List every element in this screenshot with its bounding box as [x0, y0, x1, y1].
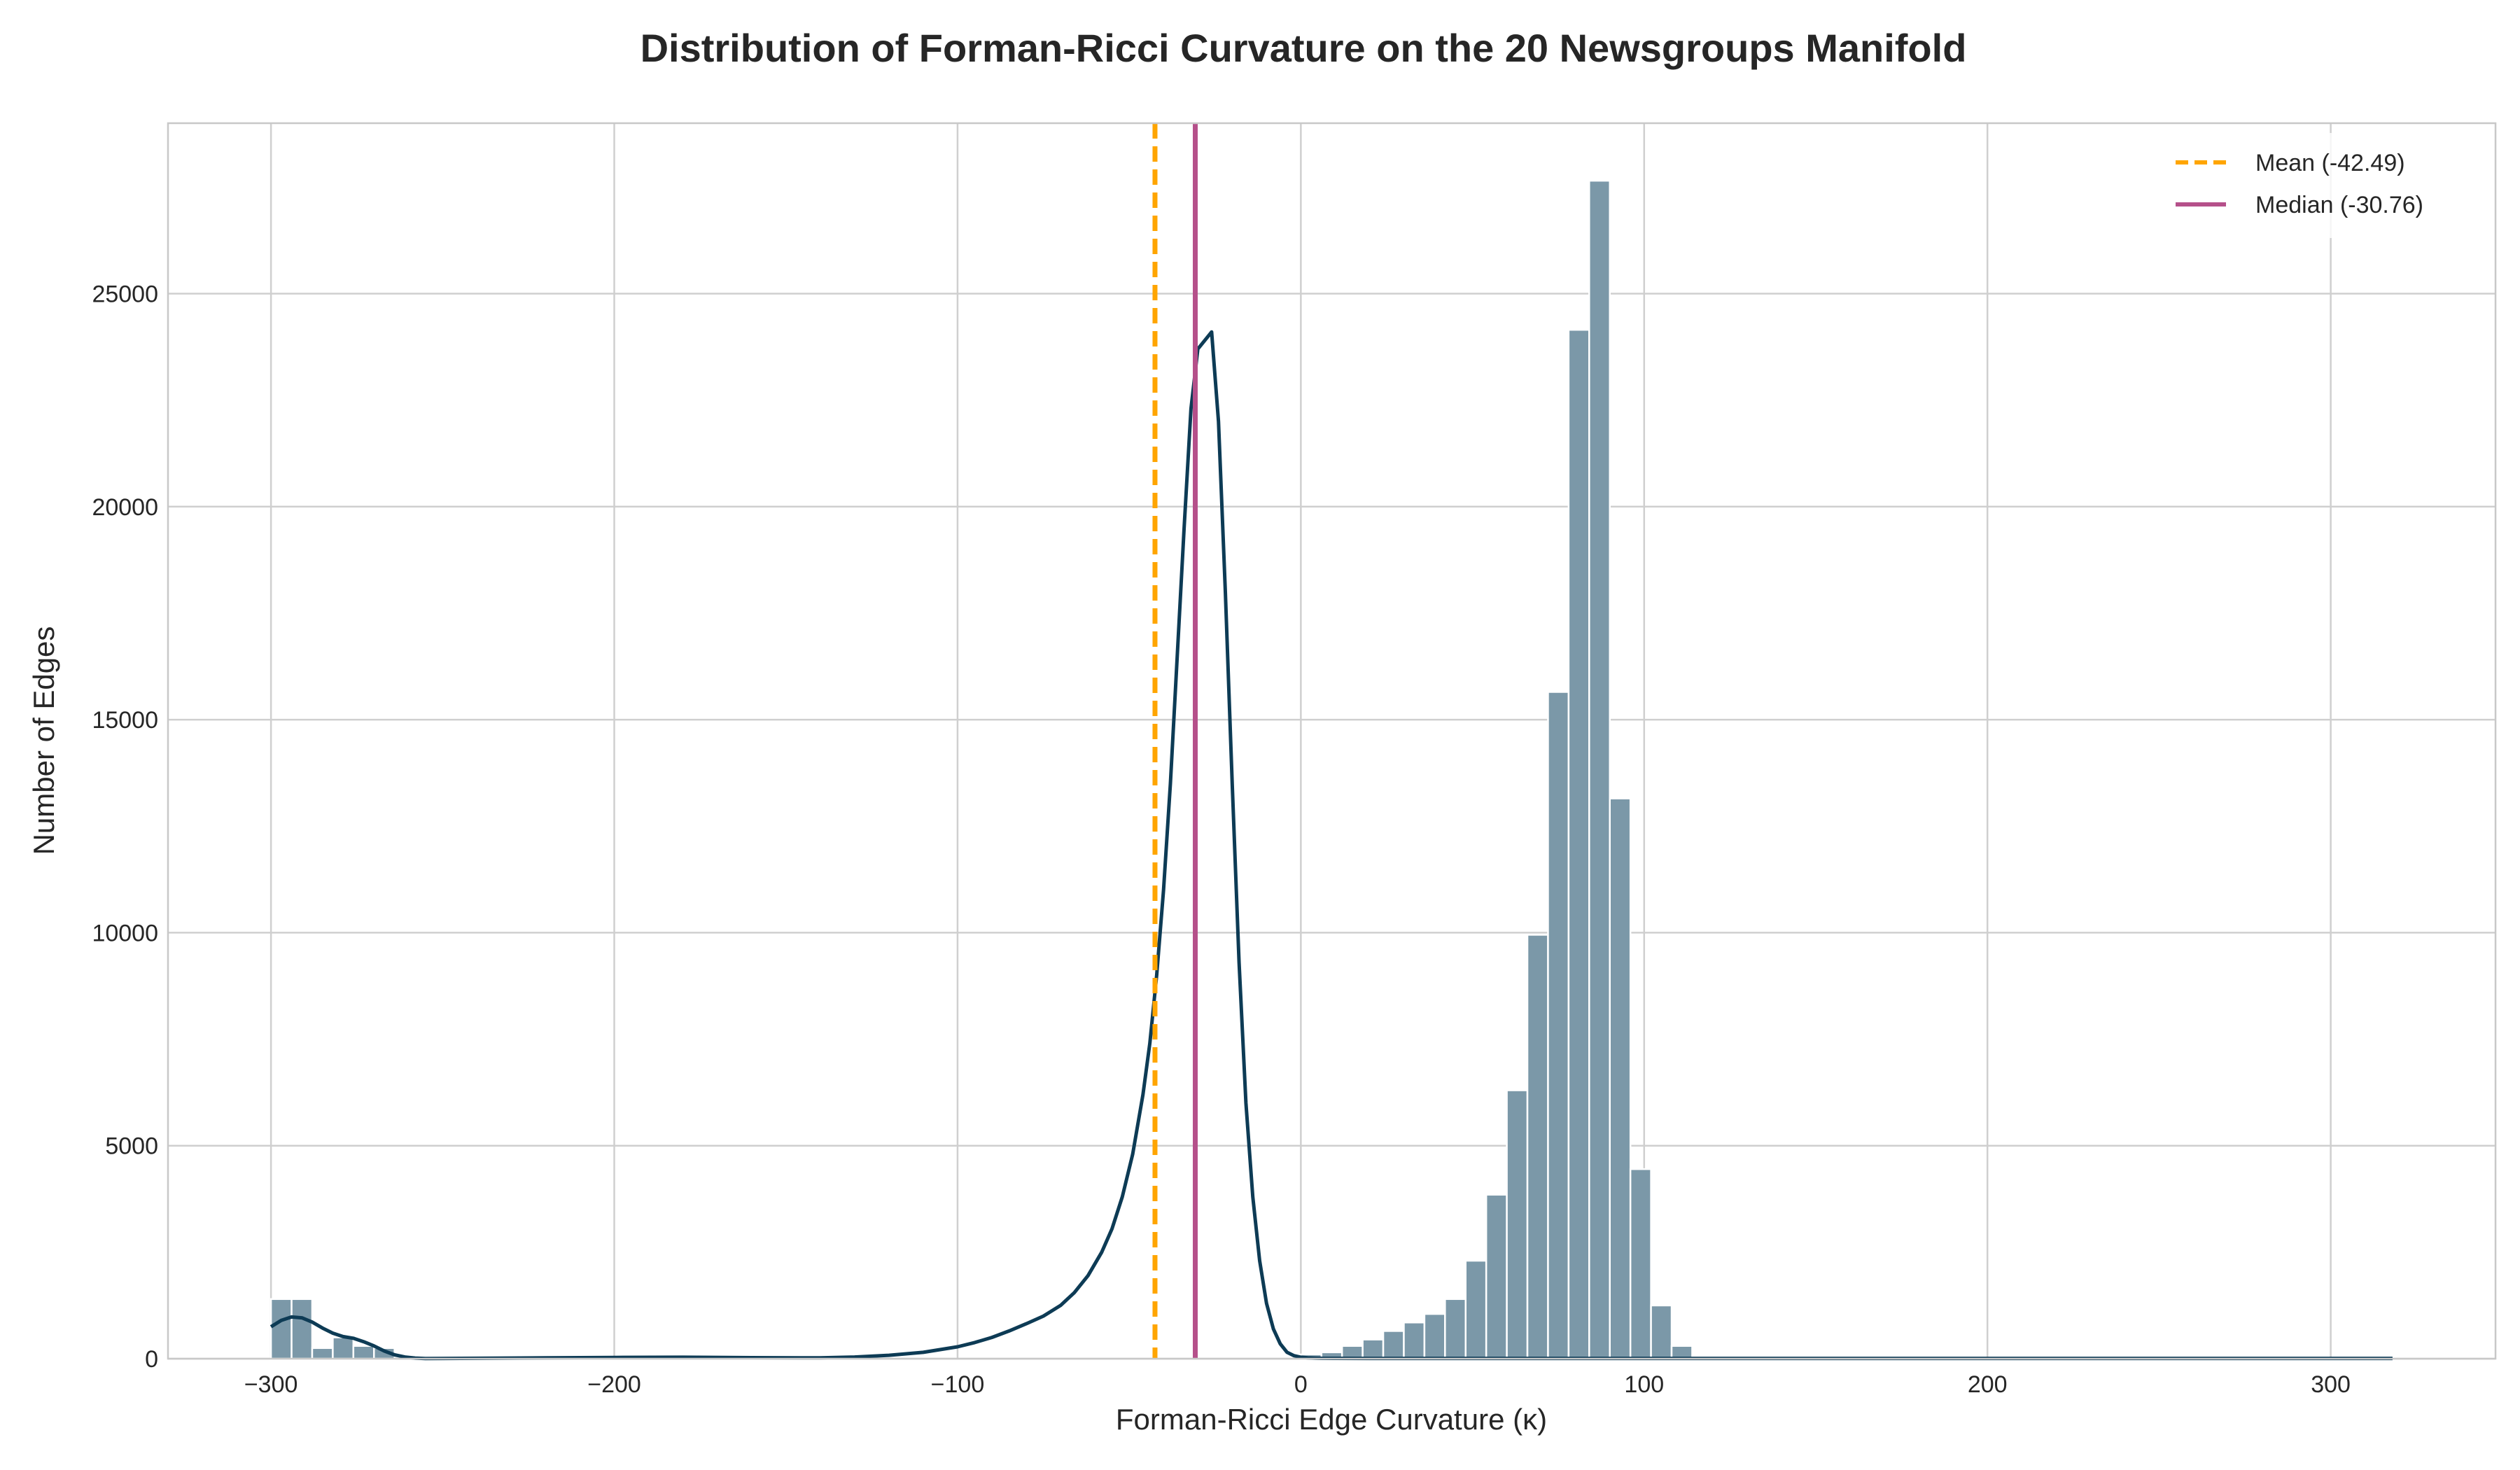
- histogram-bar: [1403, 1322, 1426, 1360]
- legend: Mean (-42.49) Median (-30.76): [2156, 133, 2485, 238]
- histogram-bar: [1547, 691, 1570, 1360]
- y-tick-label: 0: [145, 1346, 158, 1373]
- histogram-bar: [1609, 797, 1632, 1360]
- histogram-bar: [1362, 1338, 1385, 1360]
- chart-title: Distribution of Forman-Ricci Curvature o…: [640, 26, 1967, 70]
- histogram-bar: [1567, 328, 1590, 1360]
- y-tick-label: 10000: [92, 920, 158, 946]
- histogram-bar: [352, 1345, 375, 1360]
- x-tick-label: −100: [931, 1371, 985, 1398]
- histogram-bar: [311, 1347, 334, 1360]
- histogram-bar: [1650, 1304, 1673, 1360]
- x-tick-label: 300: [2311, 1371, 2351, 1398]
- x-axis-ticks: −300 −200 −100 0 100 200 300: [244, 1371, 2351, 1398]
- x-tick-label: −300: [244, 1371, 298, 1398]
- histogram-bar: [1526, 934, 1549, 1360]
- histogram-bar: [332, 1336, 355, 1360]
- histogram-bar: [290, 1298, 314, 1360]
- x-axis-label: Forman-Ricci Edge Curvature (κ): [1116, 1403, 1547, 1436]
- x-tick-label: 100: [1624, 1371, 1664, 1398]
- kde-curve-layer: [270, 330, 2393, 1361]
- histogram-bar: [1506, 1089, 1529, 1360]
- histogram-bar: [270, 1298, 293, 1360]
- legend-median-label: Median (-30.76): [2255, 192, 2423, 218]
- y-axis-label: Number of Edges: [27, 626, 60, 855]
- histogram-bar: [1629, 1168, 1652, 1360]
- plot-frame: [167, 122, 2497, 1360]
- kde-curve: [270, 330, 2393, 1361]
- reference-lines: [1152, 123, 1198, 1359]
- y-axis-ticks: 0 5000 10000 15000 20000 25000: [92, 281, 158, 1373]
- y-tick-label: 5000: [105, 1133, 158, 1160]
- histogram-bar: [1382, 1330, 1405, 1360]
- histogram-bar: [1423, 1312, 1446, 1360]
- y-tick-label: 15000: [92, 707, 158, 734]
- x-tick-label: 200: [1968, 1371, 2008, 1398]
- histogram-bar: [1444, 1298, 1467, 1360]
- histogram-bar: [1464, 1259, 1488, 1360]
- y-tick-label: 25000: [92, 281, 158, 307]
- histogram-bar: [1485, 1194, 1508, 1360]
- legend-background: [2156, 133, 2485, 238]
- histogram-bar: [1588, 179, 1611, 1360]
- x-tick-label: −200: [587, 1371, 641, 1398]
- legend-mean-label: Mean (-42.49): [2255, 150, 2405, 176]
- y-tick-label: 20000: [92, 494, 158, 521]
- x-tick-label: 0: [1294, 1371, 1308, 1398]
